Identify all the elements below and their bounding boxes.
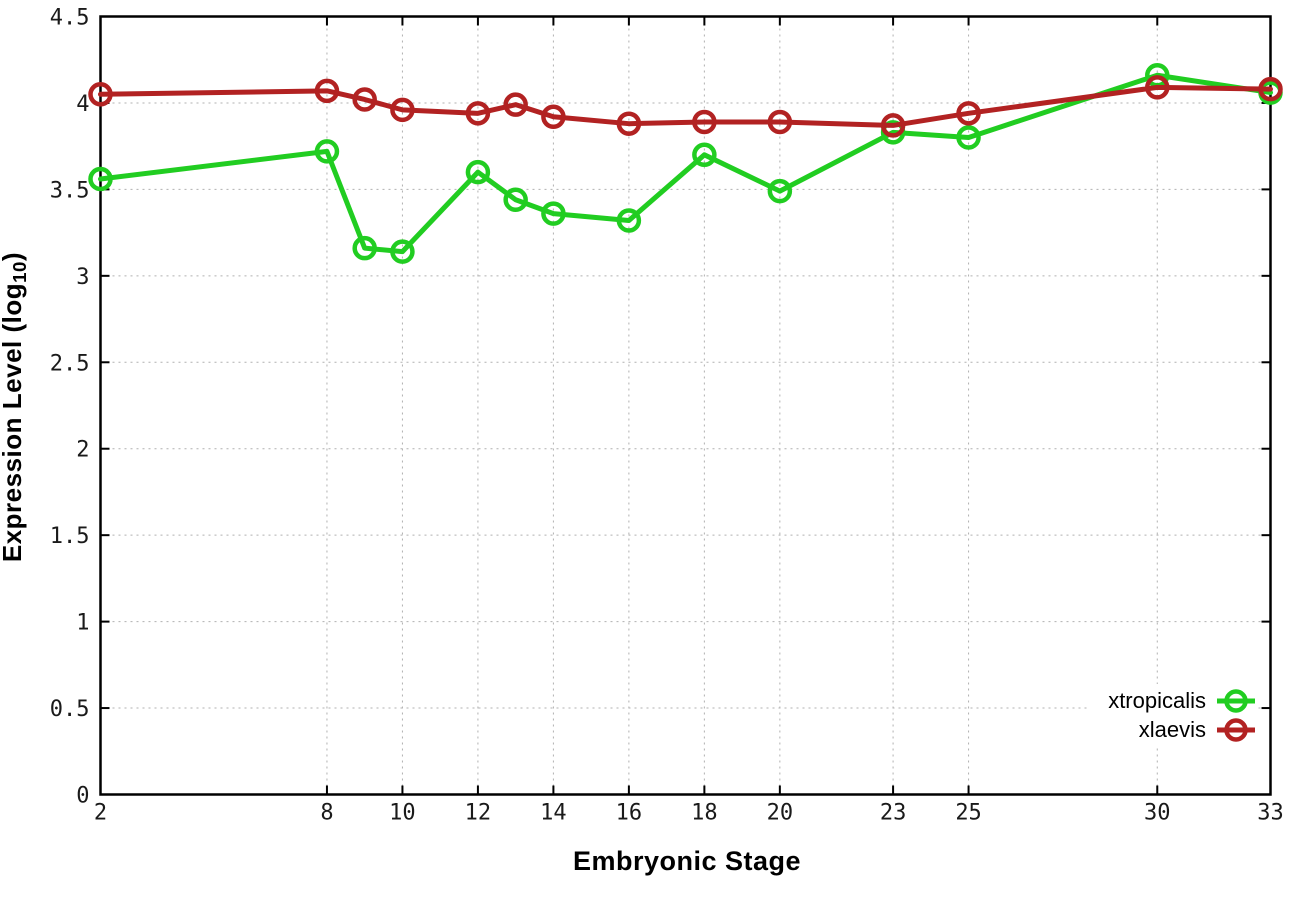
x-tick-label: 18	[691, 801, 718, 826]
data-point-xtropicalis-20	[767, 178, 793, 204]
y-tick-label: 2.5	[50, 351, 90, 376]
data-point-xtropicalis-9	[352, 235, 377, 261]
data-point-xlaevis-30	[1145, 75, 1170, 100]
y-tick-label: 0.5	[50, 697, 90, 722]
y-tick-label: 3	[76, 265, 89, 290]
x-tick-label: 23	[880, 801, 907, 826]
y-axis-title-subscript: 10	[9, 261, 31, 283]
x-tick-label: 20	[767, 801, 794, 826]
y-axis-title-suffix: )	[0, 251, 27, 262]
data-point-xlaevis-16	[616, 111, 642, 136]
legend-item-xtropicalis: xtropicalis	[1108, 686, 1256, 715]
data-point-xlaevis-14	[541, 104, 566, 130]
x-tick-label: 30	[1144, 801, 1171, 826]
data-point-xtropicalis-16	[616, 208, 642, 233]
tick-marks	[99, 15, 1272, 796]
data-point-xlaevis-25	[956, 101, 981, 126]
data-point-xlaevis-8	[314, 78, 340, 104]
x-tick-label: 33	[1257, 801, 1284, 826]
y-axis-title-text: Expression Level (log	[0, 282, 27, 563]
x-tick-label: 16	[616, 801, 643, 826]
x-tick-label: 8	[320, 801, 333, 826]
data-point-xtropicalis-14	[541, 201, 566, 226]
data-point-xlaevis-33	[1258, 76, 1283, 102]
y-axis-title: Expression Level (log10)	[0, 197, 31, 617]
legend-item-xlaevis: xlaevis	[1139, 715, 1256, 744]
y-tick-label: 3.5	[50, 178, 90, 203]
plot-border	[99, 15, 1272, 796]
y-tick-label: 4.5	[50, 6, 90, 31]
legend-sample-line-xtropicalis	[1217, 688, 1255, 713]
data-point-xlaevis-9	[352, 87, 377, 112]
data-point-xtropicalis-13	[503, 187, 528, 213]
series-xtropicalis	[88, 63, 1283, 264]
legend: xtropicalis xlaevis	[1090, 684, 1256, 746]
x-tick-label: 12	[465, 801, 492, 826]
data-point-xlaevis-12	[465, 101, 491, 126]
data-point-xlaevis-2	[88, 82, 113, 107]
y-tick-label: 0	[76, 784, 89, 809]
data-point-xtropicalis-8	[314, 139, 340, 164]
data-point-xlaevis-18	[692, 109, 717, 135]
data-point-xtropicalis-2	[88, 166, 113, 192]
y-tick-label: 2	[76, 438, 89, 463]
x-tick-label: 10	[389, 801, 416, 826]
data-point-xlaevis-10	[390, 97, 415, 123]
series-line-xtropicalis	[98, 72, 1273, 255]
data-point-xlaevis-13	[503, 92, 528, 117]
data-point-xtropicalis-18	[692, 142, 717, 168]
data-point-xlaevis-23	[880, 113, 906, 138]
data-point-xlaevis-20	[767, 109, 793, 135]
y-tick-label: 1.5	[50, 524, 90, 549]
series-line-xlaevis	[98, 84, 1273, 128]
y-tick-label: 4	[76, 92, 89, 117]
data-point-xtropicalis-12	[465, 159, 491, 185]
y-tick-labels: 0 0.5 1 1.5 2 2.5 3 3.5 4 4.5	[50, 6, 90, 809]
grid-lines	[100, 16, 1271, 795]
legend-sample-line-xlaevis	[1217, 717, 1255, 742]
x-axis-title: Embryonic Stage	[572, 846, 802, 876]
x-tick-labels: 2 8 10 12 14 16 18 20 23 25 30 33	[94, 801, 1284, 826]
y-tick-label: 1	[76, 611, 89, 636]
data-point-xtropicalis-25	[956, 125, 981, 150]
x-tick-label: 14	[540, 801, 567, 826]
x-tick-label: 25	[955, 801, 982, 826]
data-point-xtropicalis-10	[390, 239, 415, 264]
x-tick-label: 2	[94, 801, 107, 826]
legend-label-xtropicalis: xtropicalis	[1108, 687, 1206, 713]
legend-label-xlaevis: xlaevis	[1138, 716, 1206, 742]
series-xlaevis	[88, 75, 1283, 138]
